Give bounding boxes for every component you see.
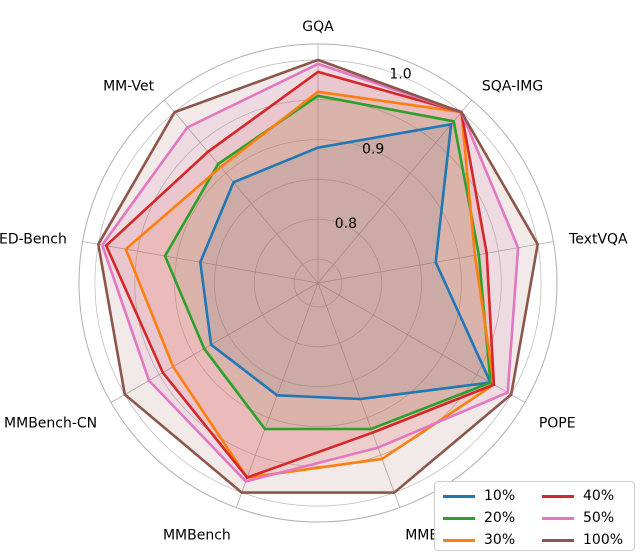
axis-label-mmbench-cn: MMBench-CN [4, 416, 97, 432]
radar-labels: 0.8 0.9 1.0 GQA SQA-IMG TextVQA POPE MME MMBench… [0, 19, 628, 544]
legend-swatch-30 [443, 538, 475, 542]
radar-spoke [317, 282, 401, 508]
legend-item-30: 30% [443, 532, 515, 548]
legend-label-10: 10% [484, 488, 516, 504]
axis-label-mm-vet: MM-Vet [103, 79, 154, 95]
legend-label-40: 40% [583, 488, 615, 504]
legend-swatch-100 [542, 538, 574, 542]
legend-item-20: 20% [443, 510, 515, 526]
legend-swatch-10 [443, 494, 475, 498]
radial-tick-label: 0.8 [335, 216, 357, 232]
axis-label-sqa-img: SQA-IMG [482, 79, 543, 95]
series-line-20 [163, 94, 492, 431]
axis-label-mmbench: MMBench [163, 528, 231, 544]
legend-label-100: 100% [583, 532, 624, 548]
series-area-20 [165, 95, 491, 430]
legend-swatch-40 [542, 494, 574, 498]
radar-series [96, 58, 540, 494]
radial-tick-label: 1.0 [389, 66, 411, 82]
series-area-40 [106, 71, 494, 478]
series-area-50 [102, 63, 519, 482]
axis-label-gqa: GQA [302, 19, 334, 35]
legend-item-10: 10% [443, 488, 515, 504]
series-line-10 [198, 122, 493, 401]
legend: 10% 20% 30% 40% 50% 100% [434, 481, 635, 551]
legend-item-50: 50% [542, 510, 614, 526]
series-line-50 [100, 62, 520, 483]
series-area-30 [125, 91, 494, 478]
axis-label-mme: MME [405, 528, 438, 544]
legend-item-40: 40% [542, 488, 614, 504]
radar-spoke [110, 282, 319, 403]
radar-spoke [317, 99, 472, 284]
series-line-30 [124, 90, 496, 479]
legend-item-100: 100% [542, 532, 623, 548]
series-area-10 [200, 124, 491, 400]
radial-tick-label: 0.9 [362, 141, 384, 157]
series-line-40 [104, 70, 496, 480]
axis-label-textvqa: TextVQA [568, 232, 628, 248]
axis-label-pope: POPE [539, 416, 576, 432]
legend-label-30: 30% [484, 532, 516, 548]
axis-label-seed-bench: SEED-Bench [0, 232, 67, 248]
legend-swatch-20 [443, 516, 475, 520]
radar-spoke [164, 99, 319, 284]
radar-grid [78, 43, 558, 523]
series-area-100 [98, 59, 538, 493]
series-line-100 [96, 58, 540, 494]
legend-label-50: 50% [583, 510, 615, 526]
legend-swatch-50 [542, 516, 574, 520]
legend-label-20: 20% [484, 510, 516, 526]
